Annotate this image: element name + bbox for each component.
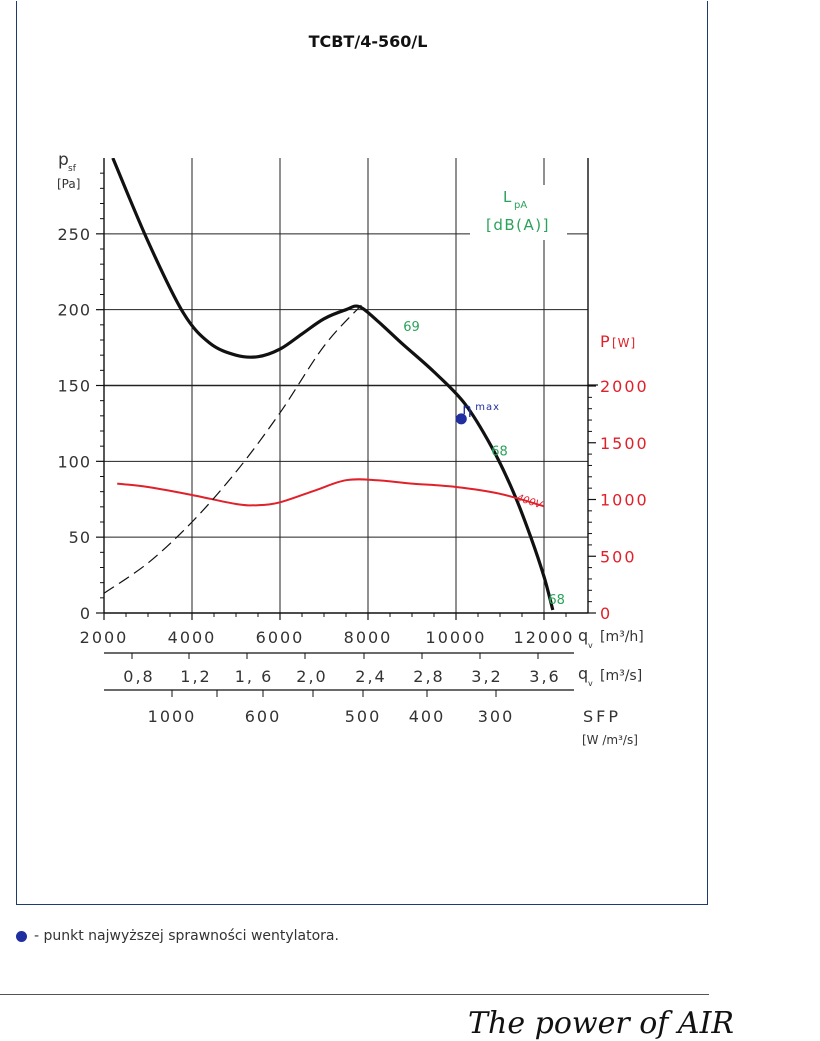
y-axis-unit: [Pa] [57, 177, 80, 191]
series-line-system [104, 304, 362, 594]
y2-tick-label: 500 [600, 547, 637, 566]
chart-frame [16, 1, 708, 905]
y-tick-label: 100 [57, 452, 91, 471]
sfp-axis-label: SFP [583, 707, 621, 726]
y-tick-label: 50 [69, 528, 91, 547]
sfp-tick-label: 1000 [148, 707, 197, 726]
lpa-label: L [503, 188, 512, 206]
eta-symbol: η [462, 400, 472, 418]
lpa-annotation: 69 [403, 320, 420, 335]
series-line-400V [117, 478, 545, 508]
y-tick-label: 150 [57, 377, 91, 396]
x2-axis-unit: [m³/s] [600, 668, 642, 684]
x2-tick-label: 3,2 [471, 667, 502, 686]
x2-axis-label-sub: v [588, 679, 593, 688]
lpa-annotation: 68 [491, 444, 508, 459]
x-tick-label: 10000 [426, 628, 487, 647]
legend-text: - punkt najwyższej sprawności wentylator… [34, 928, 339, 944]
y-axis-label: p [58, 150, 69, 170]
x2-tick-label: 1, 6 [235, 667, 274, 686]
x2-tick-label: 2,4 [355, 667, 386, 686]
y2-tick-label: 2000 [600, 377, 649, 396]
x2-axis-label: q [578, 664, 588, 683]
x-axis-label-sub: v [588, 641, 593, 650]
legend: - punkt najwyższej sprawności wentylator… [16, 928, 339, 944]
eta-marker-icon [16, 930, 27, 942]
chart-title: TCBT/4-560/L [309, 32, 428, 51]
lpa-unit: [dB(A)] [486, 216, 550, 234]
sfp-tick-label: 600 [245, 707, 282, 726]
y2-tick-label: 1000 [600, 491, 649, 510]
lpa-label-sub: pA [514, 200, 527, 211]
x-axis-label: q [578, 626, 588, 645]
x-tick-label: 2000 [80, 628, 129, 647]
eta-label: max [475, 402, 500, 413]
sfp-tick-label: 500 [345, 707, 382, 726]
brand-slogan: The power of AIR [468, 1006, 735, 1041]
y2-axis-unit: [W] [612, 336, 636, 350]
x2-tick-label: 2,8 [413, 667, 444, 686]
series-line-pressure [111, 158, 555, 611]
lpa-annotation: 68 [548, 593, 565, 608]
bottom-divider [0, 994, 709, 995]
y-axis-label-sub: sf [68, 164, 77, 174]
x-axis-unit: [m³/h] [600, 629, 644, 645]
x2-tick-label: 1,2 [180, 667, 211, 686]
y-tick-label: 0 [80, 604, 91, 623]
x-tick-label: 6000 [256, 628, 305, 647]
sfp-axis-unit: [W /m³/s] [582, 733, 638, 747]
x2-tick-label: 0,8 [123, 667, 154, 686]
x-tick-label: 12000 [514, 628, 575, 647]
eta-max-point [455, 413, 467, 425]
y2-tick-label: 1500 [600, 434, 649, 453]
y2-axis-label: P [600, 332, 610, 351]
y-tick-label: 250 [57, 225, 91, 244]
y-tick-label: 200 [57, 301, 91, 320]
x-tick-label: 8000 [344, 628, 393, 647]
sfp-tick-label: 300 [478, 707, 515, 726]
x2-tick-label: 3,6 [529, 667, 560, 686]
lpa-label-bg [470, 185, 567, 240]
x2-tick-label: 2,0 [296, 667, 327, 686]
sfp-tick-label: 400 [409, 707, 446, 726]
y2-tick-label: 0 [600, 604, 612, 623]
x-tick-label: 4000 [168, 628, 217, 647]
